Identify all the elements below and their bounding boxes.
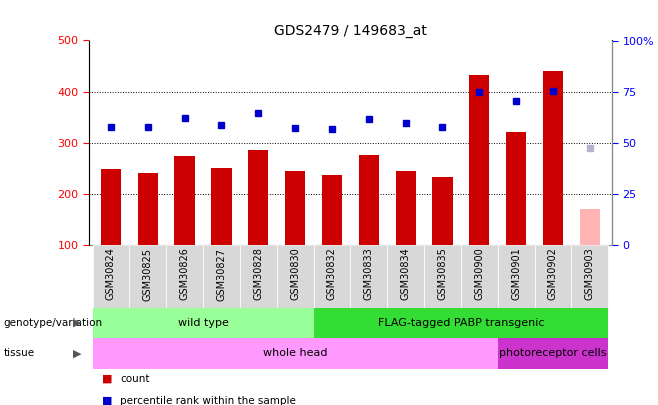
Bar xyxy=(469,75,490,245)
Text: GSM30832: GSM30832 xyxy=(327,247,337,301)
Bar xyxy=(506,132,526,245)
Bar xyxy=(314,308,608,338)
Text: GSM30826: GSM30826 xyxy=(180,247,190,301)
Text: GSM30824: GSM30824 xyxy=(106,247,116,301)
Text: GSM30834: GSM30834 xyxy=(401,247,411,300)
Text: GSM30902: GSM30902 xyxy=(548,247,558,301)
Text: count: count xyxy=(120,374,150,384)
Bar xyxy=(387,245,424,308)
Text: photoreceptor cells: photoreceptor cells xyxy=(499,348,607,358)
Bar xyxy=(314,245,351,308)
Text: GSM30835: GSM30835 xyxy=(438,247,447,301)
Bar xyxy=(350,245,387,308)
Text: ■: ■ xyxy=(102,396,113,405)
Bar xyxy=(424,245,461,308)
Bar xyxy=(93,308,314,338)
Bar xyxy=(322,175,342,245)
Bar xyxy=(543,70,563,245)
Text: wild type: wild type xyxy=(178,318,228,328)
Title: GDS2479 / 149683_at: GDS2479 / 149683_at xyxy=(274,24,427,38)
Bar xyxy=(203,245,240,308)
Bar xyxy=(395,171,416,245)
Bar xyxy=(93,338,497,369)
Bar xyxy=(211,168,232,245)
Text: tissue: tissue xyxy=(3,348,34,358)
Text: GSM30833: GSM30833 xyxy=(364,247,374,300)
Text: GSM30903: GSM30903 xyxy=(585,247,595,300)
Text: GSM30825: GSM30825 xyxy=(143,247,153,301)
Bar xyxy=(432,177,453,245)
Text: GSM30827: GSM30827 xyxy=(216,247,226,301)
Bar xyxy=(461,245,497,308)
Bar xyxy=(285,171,305,245)
Text: GSM30901: GSM30901 xyxy=(511,247,521,300)
Bar xyxy=(130,245,166,308)
Text: GSM30828: GSM30828 xyxy=(253,247,263,301)
Text: ■: ■ xyxy=(102,374,113,384)
Bar xyxy=(138,173,158,245)
Bar xyxy=(571,245,608,308)
Text: GSM30900: GSM30900 xyxy=(474,247,484,300)
Bar xyxy=(580,209,600,245)
Bar xyxy=(277,245,314,308)
Bar xyxy=(93,245,130,308)
Text: whole head: whole head xyxy=(263,348,328,358)
Bar xyxy=(101,169,121,245)
Bar xyxy=(497,338,608,369)
Bar xyxy=(166,245,203,308)
Bar xyxy=(248,150,268,245)
Bar xyxy=(240,245,277,308)
Text: GSM30830: GSM30830 xyxy=(290,247,300,300)
Bar xyxy=(174,156,195,245)
Text: genotype/variation: genotype/variation xyxy=(3,318,103,328)
Bar xyxy=(497,245,534,308)
Text: percentile rank within the sample: percentile rank within the sample xyxy=(120,396,296,405)
Bar xyxy=(359,155,379,245)
Text: FLAG-tagged PABP transgenic: FLAG-tagged PABP transgenic xyxy=(378,318,544,328)
Text: ▶: ▶ xyxy=(74,318,82,328)
Bar xyxy=(534,245,571,308)
Text: ▶: ▶ xyxy=(74,348,82,358)
